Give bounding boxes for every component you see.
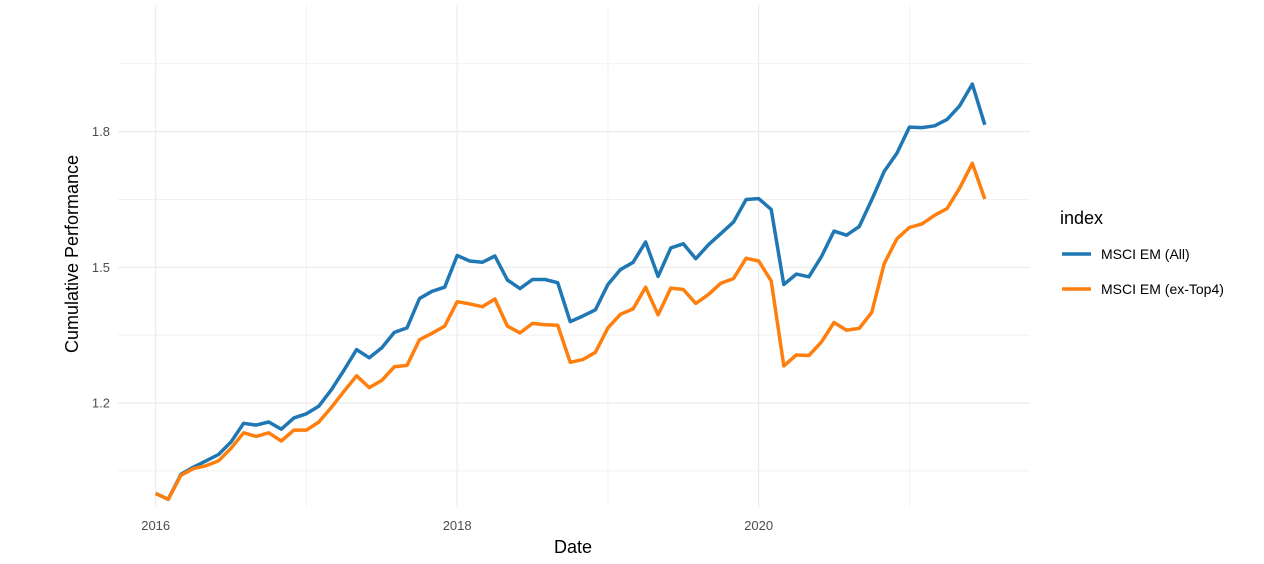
series-line-msci-em-ex-top4 — [154, 161, 987, 502]
legend-title: index — [1060, 208, 1103, 228]
grid — [118, 5, 1030, 507]
y-tick-label: 1.2 — [92, 395, 110, 410]
x-axis-title: Date — [554, 537, 592, 557]
y-tick-label: 1.5 — [92, 260, 110, 275]
x-tick-label: 2016 — [141, 518, 170, 533]
y-tick-label: 1.8 — [92, 124, 110, 139]
tick-labels: 1.2 1.5 1.8 2016 2018 2020 — [92, 124, 773, 533]
y-axis-title: Cumulative Performance — [62, 155, 82, 353]
legend-label-msci-em-ex-top4: MSCI EM (ex-Top4) — [1101, 281, 1224, 297]
legend-label-msci-em-all: MSCI EM (All) — [1101, 246, 1190, 262]
x-tick-label: 2020 — [744, 518, 773, 533]
series-layer — [154, 82, 987, 502]
series-line-msci-em-all — [154, 82, 987, 502]
legend: index MSCI EM (All) MSCI EM (ex-Top4) — [1060, 208, 1224, 297]
x-tick-label: 2018 — [443, 518, 472, 533]
